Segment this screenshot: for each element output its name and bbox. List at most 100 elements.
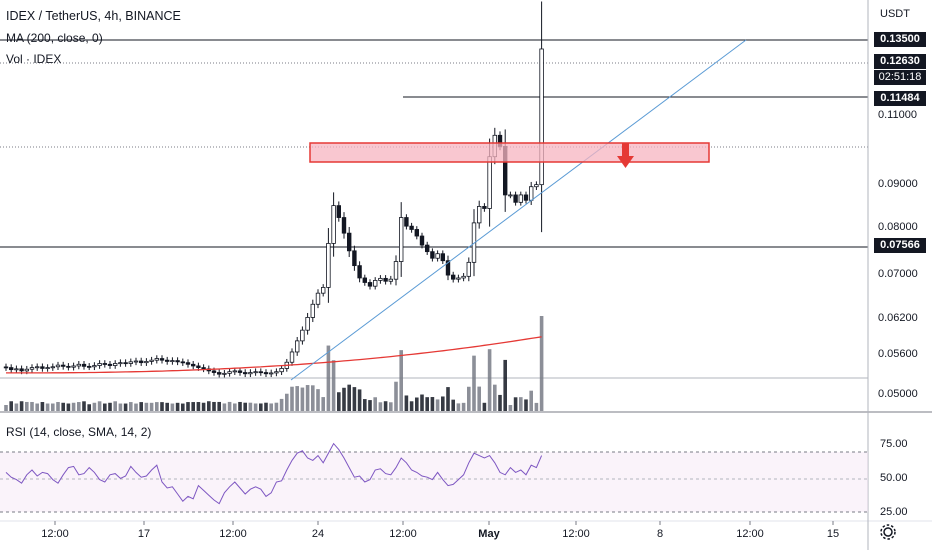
rsi-tick: 50.00 bbox=[880, 472, 908, 484]
ma-legend[interactable]: MA (200, close, 0) bbox=[6, 31, 103, 45]
volume-bar bbox=[435, 399, 440, 411]
volume-bar bbox=[493, 384, 497, 411]
volume-bar bbox=[279, 398, 284, 411]
volume-bar bbox=[248, 402, 253, 411]
ma200-line bbox=[6, 336, 542, 374]
volume-bar bbox=[399, 350, 403, 411]
volume-bar bbox=[123, 403, 128, 411]
volume-bar bbox=[71, 402, 76, 411]
candle bbox=[61, 364, 66, 367]
volume-bar bbox=[30, 401, 34, 411]
candle bbox=[87, 365, 92, 368]
price-gridlines bbox=[0, 39, 868, 379]
volume-bar bbox=[290, 386, 294, 411]
volume-bar bbox=[66, 403, 71, 411]
candle bbox=[40, 366, 45, 369]
volume-bar bbox=[441, 396, 445, 411]
price-tick: 0.07000 bbox=[878, 268, 918, 280]
volume-bar bbox=[217, 401, 221, 411]
price-badge-last: 0.12630 bbox=[874, 54, 926, 69]
trendline[interactable] bbox=[290, 39, 747, 381]
price-badge-lower-level: 0.07566 bbox=[874, 238, 926, 253]
volume-bar bbox=[420, 394, 424, 411]
candle bbox=[164, 359, 170, 362]
candle bbox=[175, 360, 180, 363]
candle bbox=[326, 243, 331, 288]
rsi-legend[interactable]: RSI (14, close, SMA, 14, 2) bbox=[6, 425, 152, 439]
volume-bar bbox=[56, 402, 60, 411]
volume-bar bbox=[477, 386, 481, 411]
volume-bar bbox=[357, 389, 362, 411]
volume-legend[interactable]: Vol · IDEX bbox=[6, 52, 62, 66]
candles bbox=[3, 1, 544, 378]
candle bbox=[253, 371, 258, 374]
candle bbox=[232, 370, 237, 373]
volume-bar bbox=[378, 402, 383, 411]
candle bbox=[170, 360, 175, 363]
candle bbox=[227, 371, 232, 374]
volume-bar bbox=[165, 402, 169, 411]
candle bbox=[55, 364, 61, 368]
candle bbox=[378, 277, 383, 281]
candle bbox=[274, 371, 279, 374]
volume-bar bbox=[482, 402, 487, 411]
volume-bar bbox=[196, 402, 201, 411]
candle bbox=[133, 360, 139, 363]
price-axis-unit[interactable]: USDT bbox=[880, 8, 910, 20]
volume-bar bbox=[118, 403, 123, 411]
candle bbox=[310, 303, 315, 318]
volume-bar bbox=[19, 401, 24, 411]
candle bbox=[539, 48, 544, 186]
candle bbox=[508, 194, 513, 197]
volume-bar bbox=[207, 401, 211, 411]
candle bbox=[14, 368, 19, 371]
candle bbox=[71, 365, 76, 368]
candle bbox=[159, 358, 165, 361]
candle bbox=[476, 206, 482, 224]
candle bbox=[138, 360, 144, 364]
settings-icon[interactable] bbox=[878, 522, 898, 542]
volume-bar bbox=[139, 402, 143, 411]
volume-bar bbox=[363, 399, 367, 411]
down-arrow-icon[interactable] bbox=[617, 143, 634, 168]
volume-bar bbox=[243, 402, 247, 411]
candle bbox=[414, 229, 419, 237]
candle bbox=[242, 372, 248, 375]
candle bbox=[383, 277, 388, 282]
candle bbox=[102, 363, 107, 365]
volume-bar bbox=[97, 401, 102, 411]
volume-bar bbox=[404, 395, 409, 411]
candle bbox=[258, 371, 263, 374]
volume-bar bbox=[519, 397, 523, 411]
price-tick: 0.05000 bbox=[878, 388, 918, 400]
volume-bar bbox=[92, 402, 97, 411]
volume-bar bbox=[383, 401, 388, 411]
candle bbox=[180, 361, 185, 364]
candle-countdown: 02:51:18 bbox=[874, 70, 926, 85]
candle bbox=[404, 217, 409, 227]
candle bbox=[248, 372, 253, 375]
time-ticks bbox=[54, 521, 834, 525]
volume-bar bbox=[77, 402, 81, 411]
volume-bar bbox=[103, 403, 107, 411]
candle bbox=[487, 156, 492, 209]
volume-bar bbox=[149, 402, 154, 411]
candle bbox=[76, 363, 81, 367]
volume-bar bbox=[331, 360, 336, 411]
volume-bar bbox=[222, 403, 227, 411]
candle bbox=[216, 372, 222, 375]
resistance-zone[interactable] bbox=[309, 142, 710, 163]
candle bbox=[445, 260, 451, 276]
volume-bar bbox=[394, 381, 398, 411]
symbol-legend[interactable]: IDEX / TetherUS, 4h, BINANCE bbox=[6, 9, 181, 23]
volume-bar bbox=[326, 345, 331, 411]
volume-bar bbox=[529, 390, 533, 411]
volume-bar bbox=[389, 402, 393, 411]
price-tick: 0.11000 bbox=[878, 109, 917, 121]
candle bbox=[128, 361, 133, 364]
volume-bar bbox=[347, 384, 351, 411]
volume-bar bbox=[82, 401, 86, 411]
candle bbox=[149, 359, 154, 362]
volume-bar bbox=[513, 397, 518, 411]
